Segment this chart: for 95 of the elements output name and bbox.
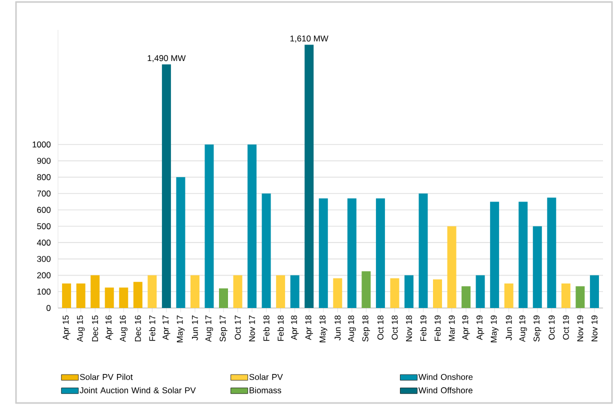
bar — [119, 288, 128, 308]
bar — [504, 283, 514, 308]
x-tick-label: May 19 — [490, 316, 498, 342]
legend-label: Wind Offshore — [418, 387, 472, 394]
bar — [133, 282, 142, 308]
bar — [162, 64, 171, 308]
bar — [304, 44, 314, 308]
bar — [547, 198, 556, 308]
bar — [561, 283, 570, 308]
bar — [190, 275, 200, 308]
x-tick-label: Jun 19 — [506, 316, 512, 340]
bar — [532, 226, 542, 308]
x-tick-label: Mar 19 — [448, 316, 455, 341]
x-tick-label: Apr 19 — [462, 316, 470, 340]
bar — [204, 144, 214, 308]
bar — [518, 202, 528, 308]
x-tick-label: Apr 15 — [62, 315, 70, 340]
x-tick-label: Nov 17 — [249, 316, 255, 342]
y-tick-label: 0 — [46, 305, 51, 311]
x-tick-label: Oct 17 — [234, 316, 241, 340]
x-tick-label: Feb 17 — [149, 316, 156, 341]
y-tick-label: 1000 — [32, 141, 51, 148]
x-tick-label: Nov 19 — [577, 316, 584, 342]
bar — [76, 283, 86, 308]
x-tick-label: Feb 18 — [263, 315, 270, 341]
data-label: 1,490 MW — [148, 55, 186, 62]
bar — [333, 278, 342, 308]
x-tick-label: Nov 18 — [406, 315, 412, 342]
x-tick-label: Aug 17 — [205, 316, 214, 342]
bar — [376, 198, 385, 308]
x-tick-label: Aug 19 — [519, 316, 527, 342]
y-tick-label: 600 — [37, 206, 51, 213]
legend-label: Wind Onshore — [418, 374, 473, 380]
bar — [462, 286, 471, 308]
x-tick-label: May 17 — [176, 316, 184, 342]
x-tick-label: Apr 19 — [476, 316, 484, 340]
y-tick-label: 200 — [37, 272, 51, 278]
bar — [362, 271, 371, 308]
x-tick-label: Sep 19 — [534, 316, 542, 342]
bar — [476, 275, 485, 308]
legend-label: Solar PV Pilot — [80, 374, 133, 380]
bar — [347, 198, 356, 308]
x-tick-label: Sep 17 — [220, 316, 228, 342]
bar — [276, 275, 286, 308]
legend-label: Joint Auction Wind & Solar PV — [80, 387, 196, 394]
x-tick-label: Aug 16 — [120, 315, 128, 342]
x-tick-label: Apr 18 — [291, 315, 299, 340]
bar — [318, 198, 328, 308]
x-tick-label: Aug 15 — [77, 315, 85, 342]
x-tick-label: Jun 18 — [334, 315, 341, 340]
x-tick-label: Apr 18 — [305, 315, 313, 340]
bar — [390, 278, 400, 308]
x-tick-label: Apr 16 — [106, 315, 114, 340]
y-tick-label: 700 — [37, 190, 51, 197]
y-tick-label: 400 — [36, 240, 51, 246]
x-tick-label: Oct 18 — [392, 315, 398, 340]
bar — [233, 275, 242, 308]
x-tick-label: Dec 15 — [92, 315, 98, 342]
y-tick-label: 800 — [37, 174, 51, 180]
x-tick-label: Oct 19 — [548, 316, 555, 340]
x-tick-label: Dec 16 — [134, 315, 141, 342]
bar — [433, 279, 442, 308]
x-tick-label: Nov 19 — [591, 316, 598, 342]
bar — [262, 194, 271, 308]
bar — [447, 226, 456, 308]
bar — [219, 288, 228, 308]
x-tick-label: Feb 19 — [434, 316, 441, 341]
x-tick-label: Apr 17 — [162, 316, 170, 340]
bar — [248, 144, 257, 308]
x-tick-label: Oct 18 — [377, 315, 384, 340]
y-tick-label: 500 — [37, 223, 51, 230]
x-tick-label: Feb 19 — [420, 316, 426, 341]
x-tick-label: Sep 18 — [362, 315, 370, 342]
data-label: 1,610 MW — [290, 36, 328, 43]
x-tick-label: May 18 — [320, 315, 328, 342]
y-tick-label: 300 — [37, 256, 51, 262]
y-tick-label: 100 — [37, 288, 51, 295]
bar — [404, 275, 414, 308]
y-tick-label: 900 — [37, 158, 51, 164]
bar — [576, 286, 585, 308]
x-tick-label: Feb 18 — [277, 315, 284, 341]
bar — [590, 275, 599, 308]
bar — [90, 275, 100, 308]
x-tick-label: Aug 18 — [348, 315, 356, 342]
x-tick-label: Jun 17 — [192, 316, 198, 340]
bar — [62, 283, 72, 308]
bar — [104, 288, 114, 308]
bar — [148, 275, 157, 308]
legend-label: Solar PV — [249, 374, 283, 380]
bar — [290, 275, 300, 308]
bar — [490, 202, 500, 308]
bar — [418, 194, 428, 308]
x-tick-label: Oct 19 — [562, 316, 569, 340]
bar — [176, 177, 186, 308]
legend-label: Biomass — [250, 387, 282, 394]
